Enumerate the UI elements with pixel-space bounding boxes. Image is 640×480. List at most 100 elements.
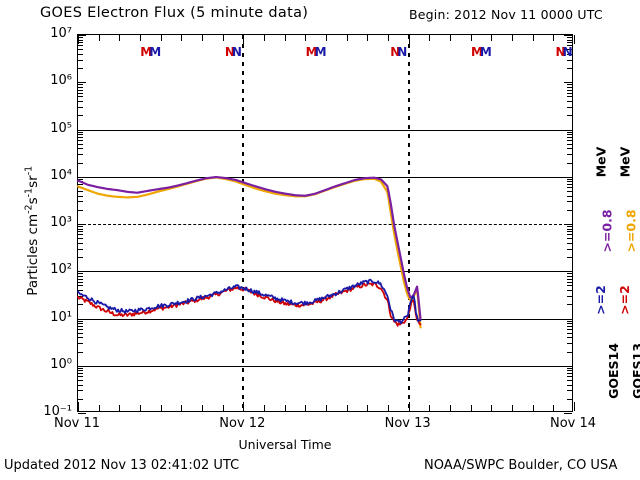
y-tick-minor bbox=[78, 184, 83, 186]
y-tick-minor bbox=[567, 89, 572, 91]
y-tick-minor bbox=[78, 242, 83, 244]
x-tick-minor bbox=[119, 405, 121, 411]
gridline bbox=[78, 318, 572, 320]
y-tick-minor bbox=[78, 248, 83, 250]
y-tick-minor bbox=[78, 148, 83, 150]
x-tick-minor bbox=[160, 405, 162, 411]
x-tick-label: Nov 13 bbox=[384, 416, 431, 431]
y-tick-minor bbox=[78, 320, 83, 322]
gridline bbox=[78, 176, 572, 178]
y-tick-minor bbox=[567, 304, 572, 306]
y-tick-minor bbox=[567, 231, 572, 233]
x-tick-minor bbox=[450, 405, 451, 411]
y-tick-minor bbox=[78, 226, 83, 228]
y-tick-minor bbox=[78, 59, 83, 61]
event-marker-left: M bbox=[140, 45, 153, 59]
updated-timestamp: Updated 2012 Nov 13 02:41:02 UTC bbox=[4, 458, 240, 473]
x-tick-major bbox=[78, 402, 79, 411]
goes13-legend-ge2: >=2 bbox=[616, 285, 632, 315]
x-tick-minor bbox=[181, 35, 183, 41]
gridline bbox=[78, 271, 572, 273]
y-tick bbox=[564, 82, 572, 84]
y-tick-minor bbox=[78, 228, 83, 230]
y-tick-minor bbox=[78, 231, 83, 233]
y-tick-label: 10⁴ bbox=[50, 167, 72, 183]
y-tick bbox=[78, 176, 86, 178]
y-tick bbox=[78, 365, 86, 367]
gridline bbox=[78, 365, 572, 367]
y-tick-minor bbox=[567, 376, 572, 378]
x-tick-minor bbox=[429, 405, 431, 411]
y-tick-minor bbox=[567, 278, 572, 280]
y-tick-minor bbox=[567, 190, 572, 192]
y-tick-minor bbox=[78, 323, 83, 325]
y-tick bbox=[78, 82, 86, 84]
event-marker-left: M bbox=[305, 45, 318, 59]
series-line bbox=[77, 282, 422, 327]
day-boundary-marker bbox=[242, 35, 245, 413]
y-tick-minor bbox=[567, 68, 572, 70]
begin-timestamp: Begin: 2012 Nov 11 0000 UTC bbox=[409, 7, 603, 22]
y-tick bbox=[564, 224, 572, 225]
y-tick bbox=[78, 35, 86, 36]
x-tick-minor bbox=[284, 35, 286, 41]
goes13-legend-ge08: >=0.8 bbox=[623, 209, 639, 253]
flux-curves bbox=[76, 175, 422, 329]
y-tick-minor bbox=[78, 92, 83, 94]
y-tick-minor bbox=[567, 139, 572, 141]
y-tick-minor bbox=[567, 275, 572, 277]
x-tick-minor bbox=[140, 35, 141, 41]
y-tick-minor bbox=[78, 351, 83, 353]
y-tick-minor bbox=[567, 134, 572, 136]
y-tick-label: 10³ bbox=[50, 215, 72, 230]
y-tick-label: 10¹ bbox=[50, 309, 72, 325]
y-tick-minor bbox=[567, 162, 572, 164]
y-tick-minor bbox=[78, 278, 83, 280]
y-tick-minor bbox=[567, 337, 572, 339]
y-tick bbox=[564, 365, 572, 367]
y-tick bbox=[564, 129, 572, 131]
event-marker-right: M bbox=[149, 45, 162, 59]
y-tick-minor bbox=[78, 139, 83, 141]
y-tick-minor bbox=[78, 143, 83, 145]
x-tick-minor bbox=[553, 35, 555, 41]
y-tick-minor bbox=[78, 115, 83, 117]
x-tick-minor bbox=[119, 35, 121, 41]
y-tick-minor bbox=[567, 328, 572, 330]
event-marker-right: M bbox=[314, 45, 327, 59]
y-tick-minor bbox=[567, 379, 572, 381]
y-tick-minor bbox=[78, 238, 83, 240]
x-axis-title: Universal Time bbox=[238, 437, 332, 452]
x-tick-minor bbox=[367, 405, 369, 411]
y-tick-minor bbox=[78, 373, 83, 375]
y-tick-minor bbox=[78, 390, 83, 392]
x-tick-minor bbox=[346, 405, 348, 411]
y-tick bbox=[564, 35, 572, 36]
y-tick-minor bbox=[78, 201, 83, 203]
y-tick-minor bbox=[567, 148, 572, 150]
y-tick-minor bbox=[567, 187, 572, 189]
series-line bbox=[76, 176, 422, 329]
x-tick-minor bbox=[470, 405, 472, 411]
gridline-dashed bbox=[78, 224, 572, 225]
y-tick-minor bbox=[567, 398, 572, 400]
y-tick-minor bbox=[78, 273, 83, 275]
x-tick-minor bbox=[388, 405, 389, 411]
y-tick-minor bbox=[78, 101, 83, 103]
legend-goes13: MeV >=0.8 >=2 GOES13 bbox=[610, 140, 640, 402]
event-marker: MM bbox=[140, 45, 161, 59]
y-tick-minor bbox=[567, 143, 572, 145]
y-tick-label: 10⁶ bbox=[50, 73, 72, 89]
y-tick-minor bbox=[567, 154, 572, 156]
x-tick-minor bbox=[450, 35, 451, 41]
y-tick-minor bbox=[78, 234, 83, 236]
y-tick-minor bbox=[567, 228, 572, 230]
y-tick-minor bbox=[78, 96, 83, 98]
y-tick-minor bbox=[78, 89, 83, 91]
goes14-legend-unit: MeV bbox=[593, 146, 609, 178]
y-tick-minor bbox=[567, 281, 572, 283]
y-tick-minor bbox=[78, 209, 83, 211]
y-tick bbox=[78, 271, 86, 273]
event-marker-left: N bbox=[390, 45, 401, 59]
